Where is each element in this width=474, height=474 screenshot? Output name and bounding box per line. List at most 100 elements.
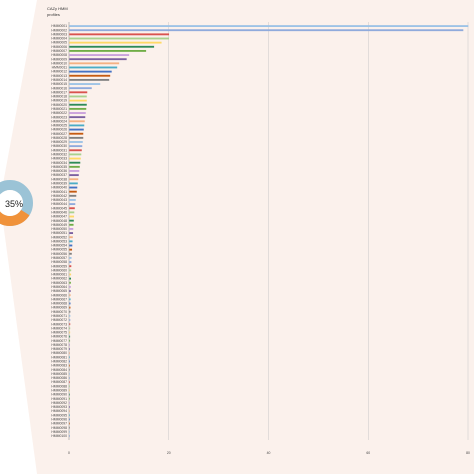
- y-tick-label: HMM0068: [51, 302, 67, 306]
- y-tick-label: HMM0055: [51, 248, 67, 252]
- y-tick-label: HMM0002: [51, 28, 67, 32]
- y-tick-label: HMM0085: [51, 372, 67, 376]
- y-tick-label: HMM0042: [51, 194, 67, 198]
- y-tick-label: HMM0079: [51, 347, 67, 351]
- y-tick-label: HMM0010: [51, 61, 67, 65]
- y-tick-label: HMM0077: [51, 339, 67, 343]
- y-tick-label: HMM0045: [51, 206, 67, 210]
- y-tick-label: HMM0091: [51, 397, 67, 401]
- bar: [69, 29, 464, 32]
- bar: [69, 219, 74, 222]
- bar: [69, 414, 70, 417]
- y-tick-label: HMM0041: [51, 190, 67, 194]
- y-tick-label: HMM0056: [51, 252, 67, 256]
- y-tick-label: HMM0023: [51, 115, 67, 119]
- bar: [69, 244, 73, 247]
- bar: [69, 91, 88, 94]
- y-tick-label: HMM0053: [51, 239, 67, 243]
- y-tick-label: HMM0030: [51, 144, 67, 148]
- bar: [69, 339, 71, 342]
- y-tick-label: HMM0019: [51, 99, 67, 103]
- bar: [69, 368, 70, 371]
- bar: [69, 190, 77, 193]
- bar: [69, 323, 71, 326]
- bar: [69, 136, 84, 139]
- donut-slice-35: [0, 180, 33, 226]
- bar: [69, 112, 86, 114]
- y-tick-label: HMM0039: [51, 181, 67, 185]
- bar: [69, 124, 85, 127]
- y-tick-label: HMM0059: [51, 264, 67, 268]
- bar: [69, 381, 70, 384]
- y-tick-label: HMM0060: [51, 268, 67, 272]
- y-tick-label: HMM0099: [51, 430, 67, 434]
- y-tick-label: HMM0050: [51, 227, 67, 231]
- bar: [69, 116, 86, 119]
- y-tick-label: HMM0066: [51, 293, 67, 297]
- bar: [69, 360, 70, 363]
- bar: [69, 290, 71, 292]
- bar: [69, 165, 80, 168]
- bar: [69, 128, 84, 131]
- y-tick-label: HMM0089: [51, 388, 67, 392]
- y-tick-label: HMM0022: [51, 111, 67, 115]
- bar: [69, 265, 72, 268]
- bar: [69, 70, 112, 73]
- y-tick-label: HMM0034: [51, 161, 67, 165]
- y-tick-label: HMM0049: [51, 223, 67, 227]
- grid-lines: [68, 22, 469, 440]
- y-tick-label: HMM0052: [51, 235, 67, 239]
- y-tick-label: HMM0062: [51, 277, 67, 281]
- bar: [69, 422, 70, 425]
- bar: [69, 285, 71, 288]
- y-tick-label: HMM0088: [51, 384, 67, 388]
- y-tick-label: HMM0032: [51, 153, 67, 157]
- y-tick-label: HMM0064: [51, 285, 67, 289]
- bar: [69, 406, 70, 408]
- header-line-1: CAZy HMM: [47, 6, 68, 11]
- bar: [69, 153, 82, 156]
- bar: [69, 256, 72, 259]
- y-tick-label: HMM0078: [51, 343, 67, 347]
- y-tick-label: HMM0036: [51, 169, 67, 173]
- bar: [69, 199, 76, 201]
- bar: [69, 389, 70, 392]
- y-tick-label: HMM0027: [51, 132, 67, 136]
- y-tick-label: HMM0058: [51, 260, 67, 264]
- y-tick-label: HMM0035: [51, 165, 67, 169]
- y-tick-label: HMM0003: [51, 32, 67, 36]
- y-tick-label: HMM0040: [51, 186, 67, 190]
- y-tick-label: HMM0007: [51, 49, 67, 53]
- y-tick-label: HMM0097: [51, 422, 67, 426]
- y-tick-label: HMM0054: [51, 244, 67, 248]
- bar: [69, 87, 92, 90]
- bar: [69, 120, 85, 123]
- bar: [69, 294, 71, 297]
- header-line-2: profiles: [47, 12, 60, 17]
- bar: [69, 178, 79, 181]
- y-tick-label: HMM0063: [51, 281, 67, 285]
- bar: [69, 236, 73, 239]
- y-tick-label: HMM0013: [51, 74, 67, 78]
- bar: [69, 298, 71, 301]
- bar: [69, 132, 84, 135]
- y-tick-label: HMM0048: [51, 219, 67, 223]
- bar: [69, 145, 83, 148]
- y-tick-label: HMM0070: [51, 310, 67, 314]
- bar: [69, 356, 70, 359]
- bar: [69, 141, 83, 143]
- bar: [69, 186, 78, 189]
- y-tick-label: HMM0090: [51, 393, 67, 397]
- bar: [69, 54, 130, 56]
- bar: [69, 157, 81, 160]
- bar: [69, 45, 155, 48]
- bar: [69, 25, 469, 28]
- bar: [69, 410, 70, 413]
- y-tick-label: HMM0098: [51, 426, 67, 430]
- y-tick-label: HMM0065: [51, 289, 67, 293]
- y-tick-label: HMM0074: [51, 326, 67, 330]
- y-tick-label: HMM0005: [51, 41, 67, 45]
- y-tick-label: HMM0057: [51, 256, 67, 260]
